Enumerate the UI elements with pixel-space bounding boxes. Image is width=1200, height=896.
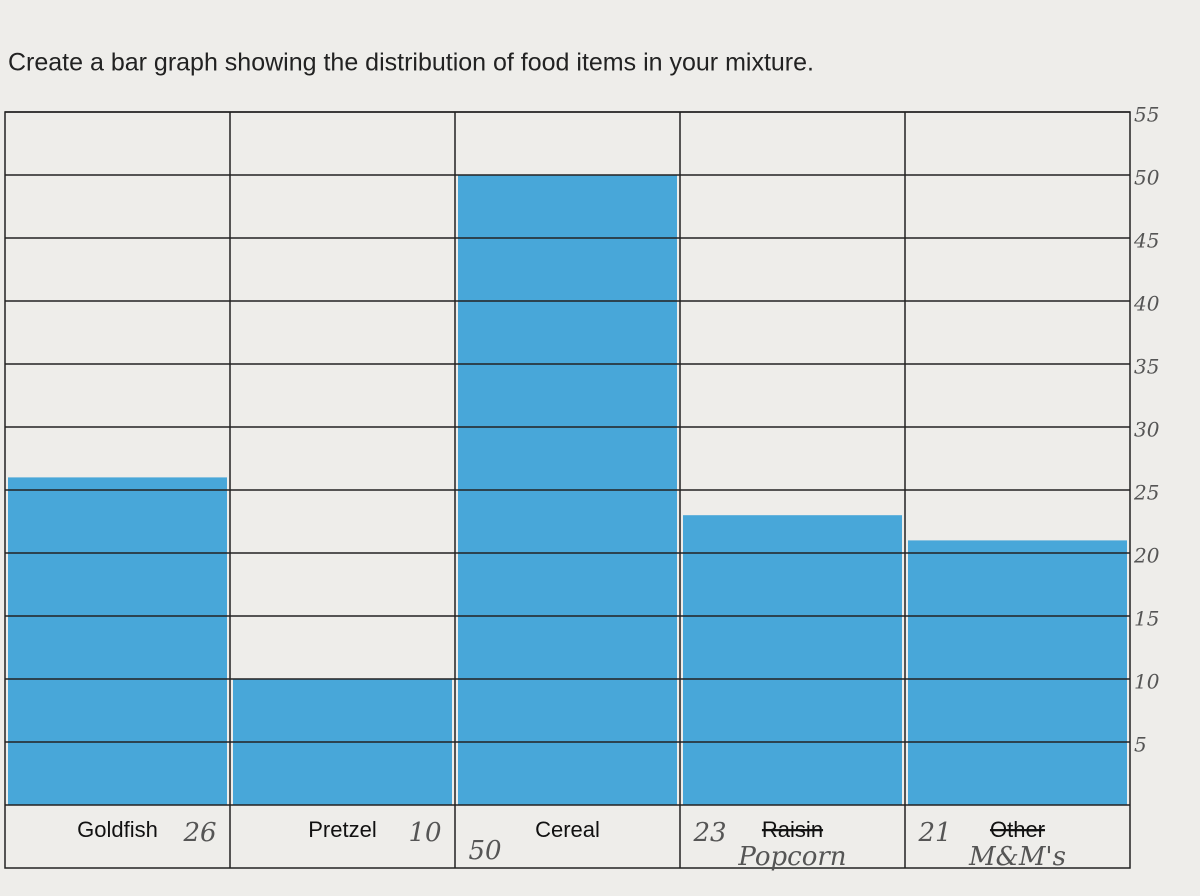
category-note: M&M's	[968, 842, 1066, 872]
value-label: 50	[468, 836, 501, 866]
bar	[683, 515, 902, 805]
bar	[908, 540, 1127, 805]
y-tick-label: 45	[1133, 229, 1159, 253]
chart-title: Create a bar graph showing the distribut…	[8, 49, 814, 77]
value-label: 21	[917, 818, 951, 848]
y-tick-label: 30	[1134, 418, 1160, 442]
bar	[8, 477, 227, 805]
y-tick-label: 55	[1134, 103, 1159, 127]
value-label: 23	[692, 818, 726, 848]
x-tick-label: Other	[990, 817, 1045, 842]
y-tick-label: 35	[1134, 355, 1159, 379]
value-label: 10	[408, 818, 441, 848]
x-tick-label: Goldfish	[77, 817, 158, 842]
y-tick-label: 25	[1133, 481, 1159, 505]
x-tick-label: Raisin	[762, 817, 823, 842]
value-label: 26	[182, 818, 216, 848]
y-tick-label: 15	[1134, 607, 1159, 631]
y-tick-label: 20	[1133, 544, 1160, 568]
category-note: Popcorn	[737, 842, 846, 872]
x-tick-label: Pretzel	[308, 817, 376, 842]
y-tick-label: 5	[1134, 733, 1147, 757]
y-tick-label: 40	[1133, 292, 1160, 316]
x-tick-label: Cereal	[535, 817, 600, 842]
y-tick-label: 50	[1134, 166, 1160, 190]
y-tick-label: 10	[1134, 670, 1160, 694]
